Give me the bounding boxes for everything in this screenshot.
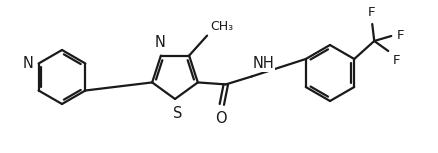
Text: F: F bbox=[367, 6, 374, 19]
Text: CH₃: CH₃ bbox=[210, 20, 233, 33]
Text: S: S bbox=[173, 106, 182, 121]
Text: F: F bbox=[392, 54, 400, 67]
Text: N: N bbox=[154, 35, 165, 50]
Text: F: F bbox=[396, 28, 404, 41]
Text: N: N bbox=[23, 56, 34, 71]
Text: O: O bbox=[215, 111, 226, 126]
Text: NH: NH bbox=[252, 56, 274, 71]
